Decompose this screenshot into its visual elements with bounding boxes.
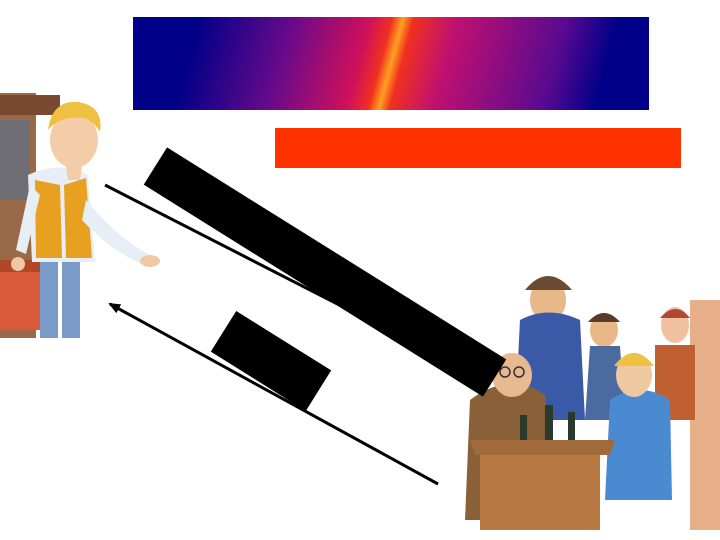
gentlemen-group-illustration: [465, 276, 720, 530]
arrow-left-icon: [108, 302, 439, 486]
boy-illustration: [0, 93, 160, 338]
subtitle-bar: [275, 128, 681, 168]
title-banner: [133, 17, 649, 110]
